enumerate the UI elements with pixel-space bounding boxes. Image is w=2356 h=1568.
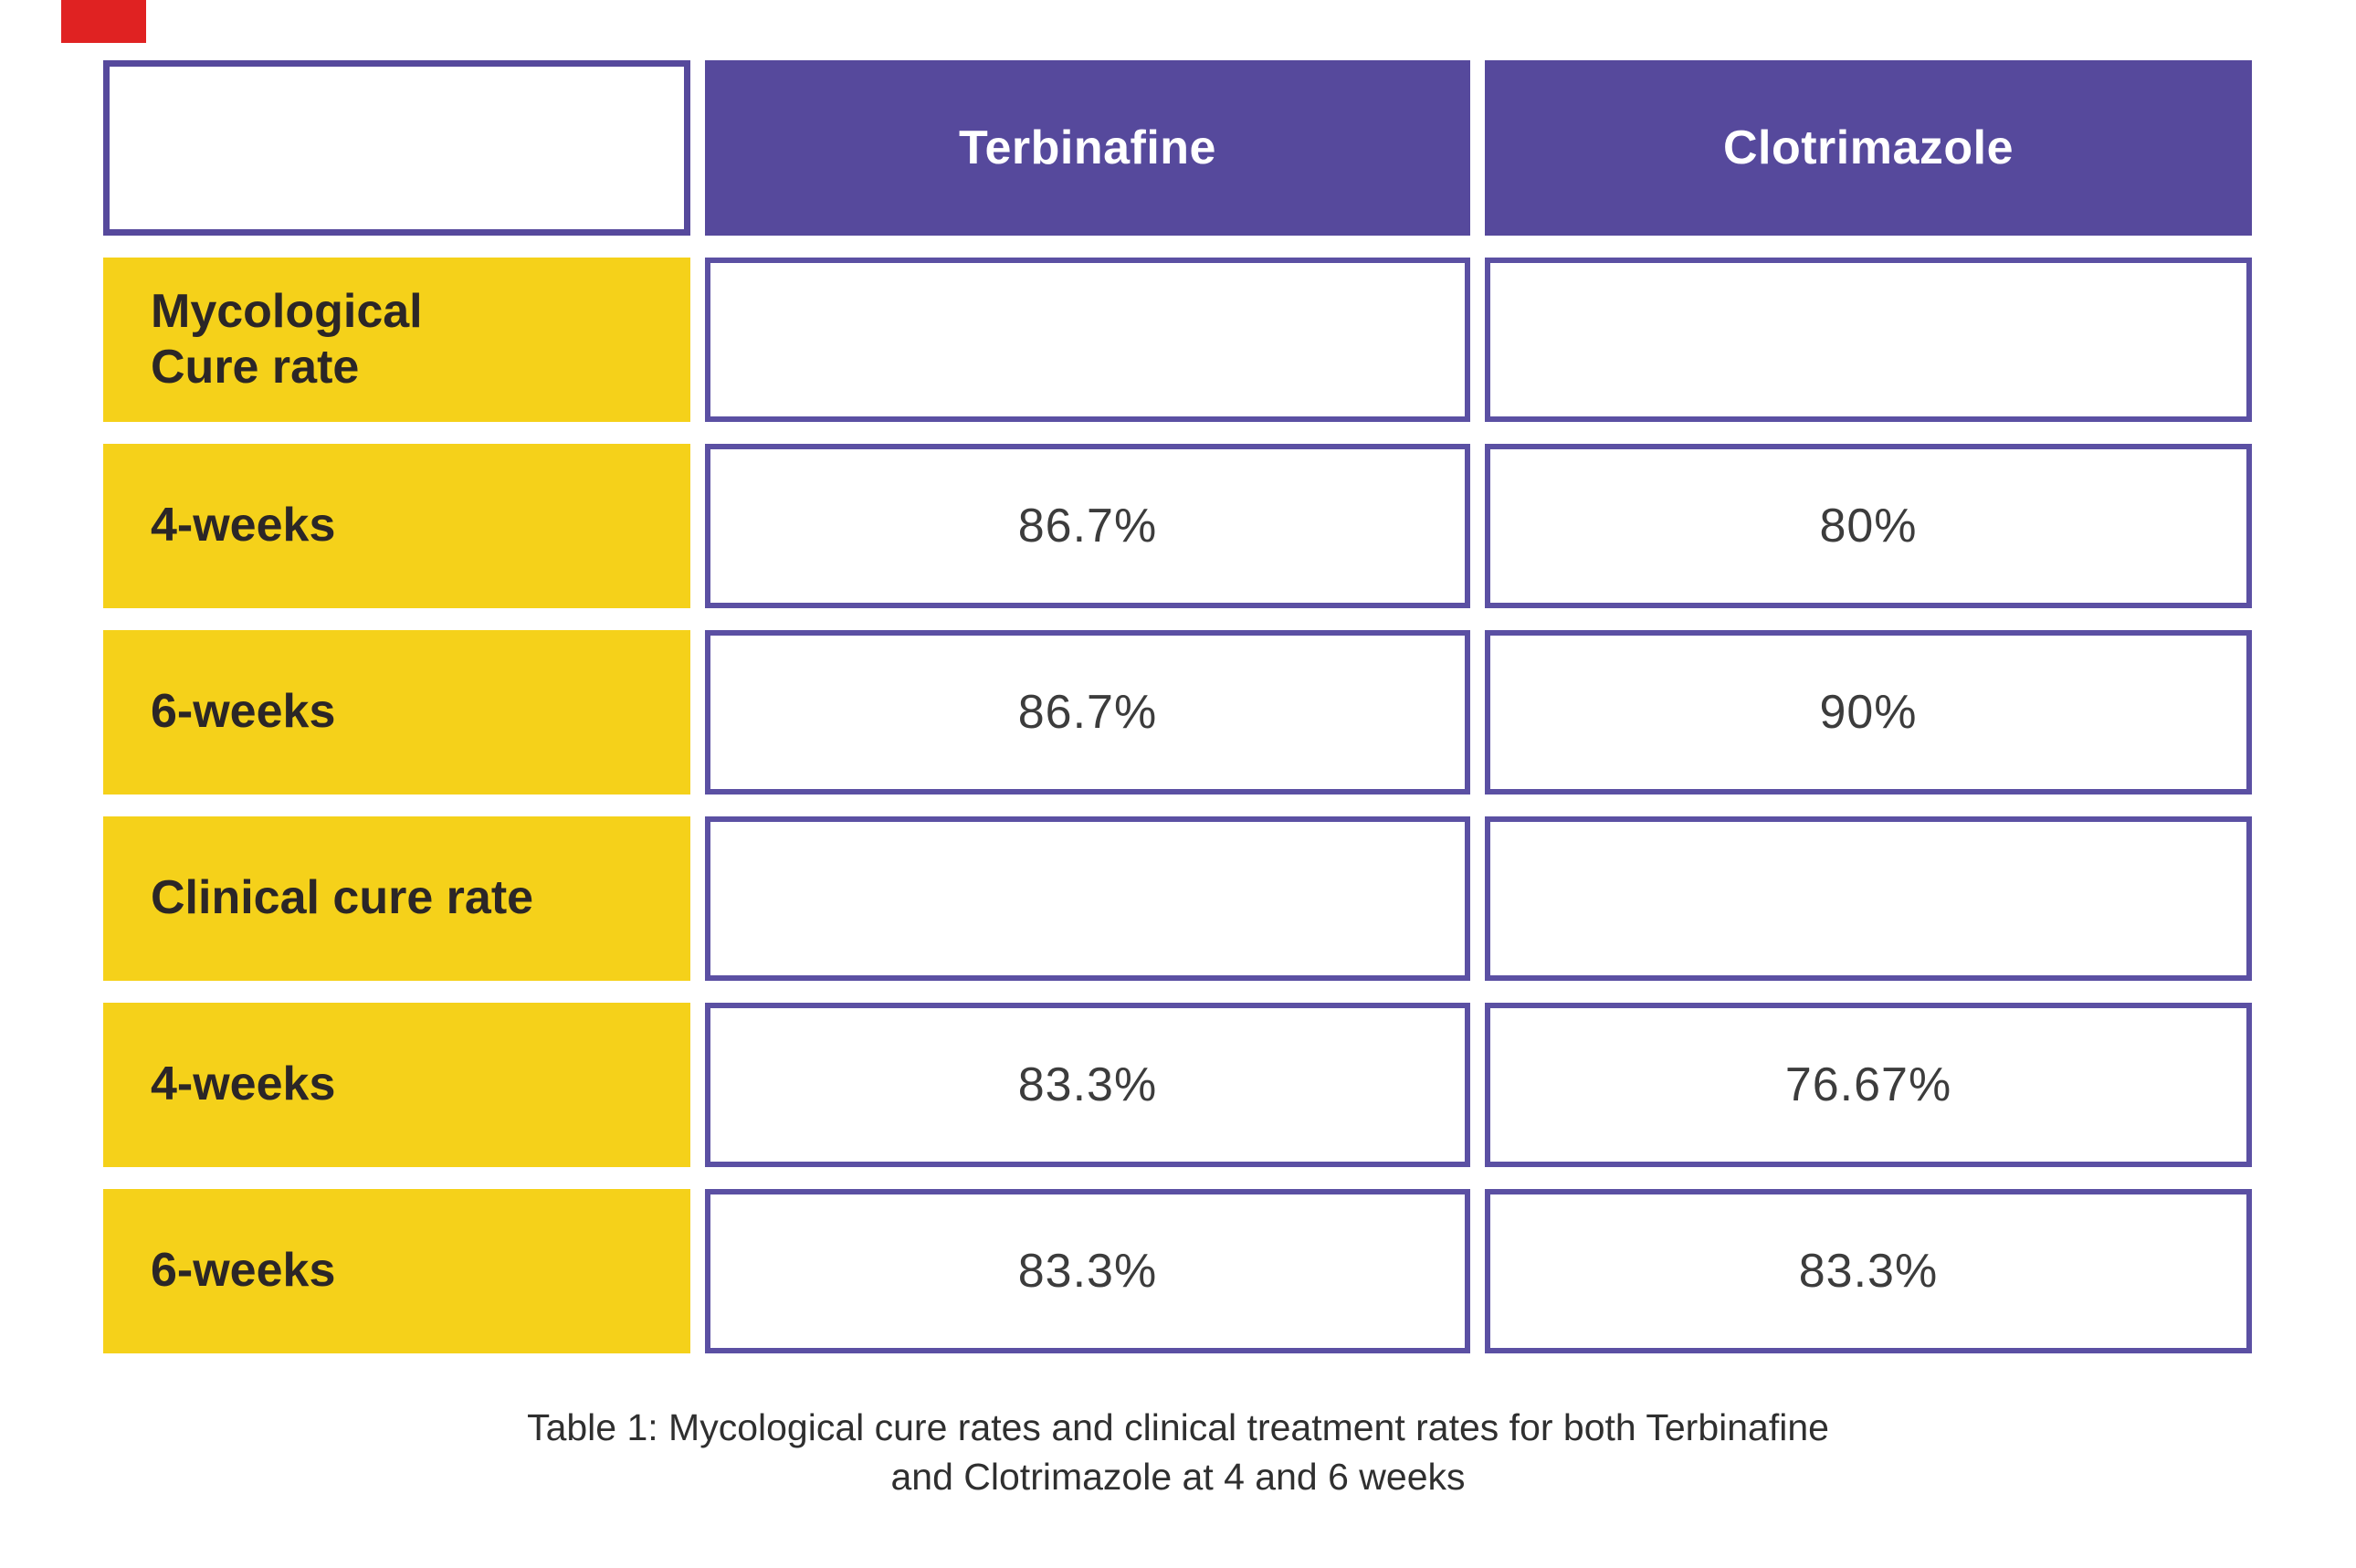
column-header-clotrimazole: Clotrimazole bbox=[1485, 60, 2252, 236]
value-mycological-4-weeks-clotrimazole: 80% bbox=[1485, 444, 2252, 608]
red-corner-mark bbox=[61, 0, 146, 43]
value-clinical-terbinafine bbox=[705, 816, 1470, 981]
value-clinical-clotrimazole bbox=[1485, 816, 2252, 981]
column-header-terbinafine: Terbinafine bbox=[705, 60, 1470, 236]
value-mycological-4-weeks-terbinafine: 86.7% bbox=[705, 444, 1470, 608]
cure-rate-table: Terbinafine Clotrimazole Mycological Cur… bbox=[103, 60, 2252, 1353]
value-clinical-6-weeks-terbinafine: 83.3% bbox=[705, 1189, 1470, 1353]
value-clinical-4-weeks-terbinafine: 83.3% bbox=[705, 1003, 1470, 1167]
caption-line-2: and Clotrimazole at 4 and 6 weeks bbox=[890, 1456, 1466, 1498]
row-label-mycological-6-weeks: 6-weeks bbox=[103, 630, 690, 795]
value-mycological-terbinafine bbox=[705, 258, 1470, 422]
row-label-mycological-4-weeks: 4-weeks bbox=[103, 444, 690, 608]
row-label-clinical-6-weeks: 6-weeks bbox=[103, 1189, 690, 1353]
row-label-mycological-cure-rate: Mycological Cure rate bbox=[103, 258, 690, 422]
row-label-clinical-cure-rate: Clinical cure rate bbox=[103, 816, 690, 981]
table-caption: Table 1: Mycological cure rates and clin… bbox=[0, 1403, 2356, 1501]
value-clinical-4-weeks-clotrimazole: 76.67% bbox=[1485, 1003, 2252, 1167]
corner-cell bbox=[103, 60, 690, 236]
row-label-clinical-4-weeks: 4-weeks bbox=[103, 1003, 690, 1167]
value-mycological-clotrimazole bbox=[1485, 258, 2252, 422]
value-mycological-6-weeks-clotrimazole: 90% bbox=[1485, 630, 2252, 795]
value-clinical-6-weeks-clotrimazole: 83.3% bbox=[1485, 1189, 2252, 1353]
caption-line-1: Table 1: Mycological cure rates and clin… bbox=[527, 1406, 1829, 1448]
value-mycological-6-weeks-terbinafine: 86.7% bbox=[705, 630, 1470, 795]
